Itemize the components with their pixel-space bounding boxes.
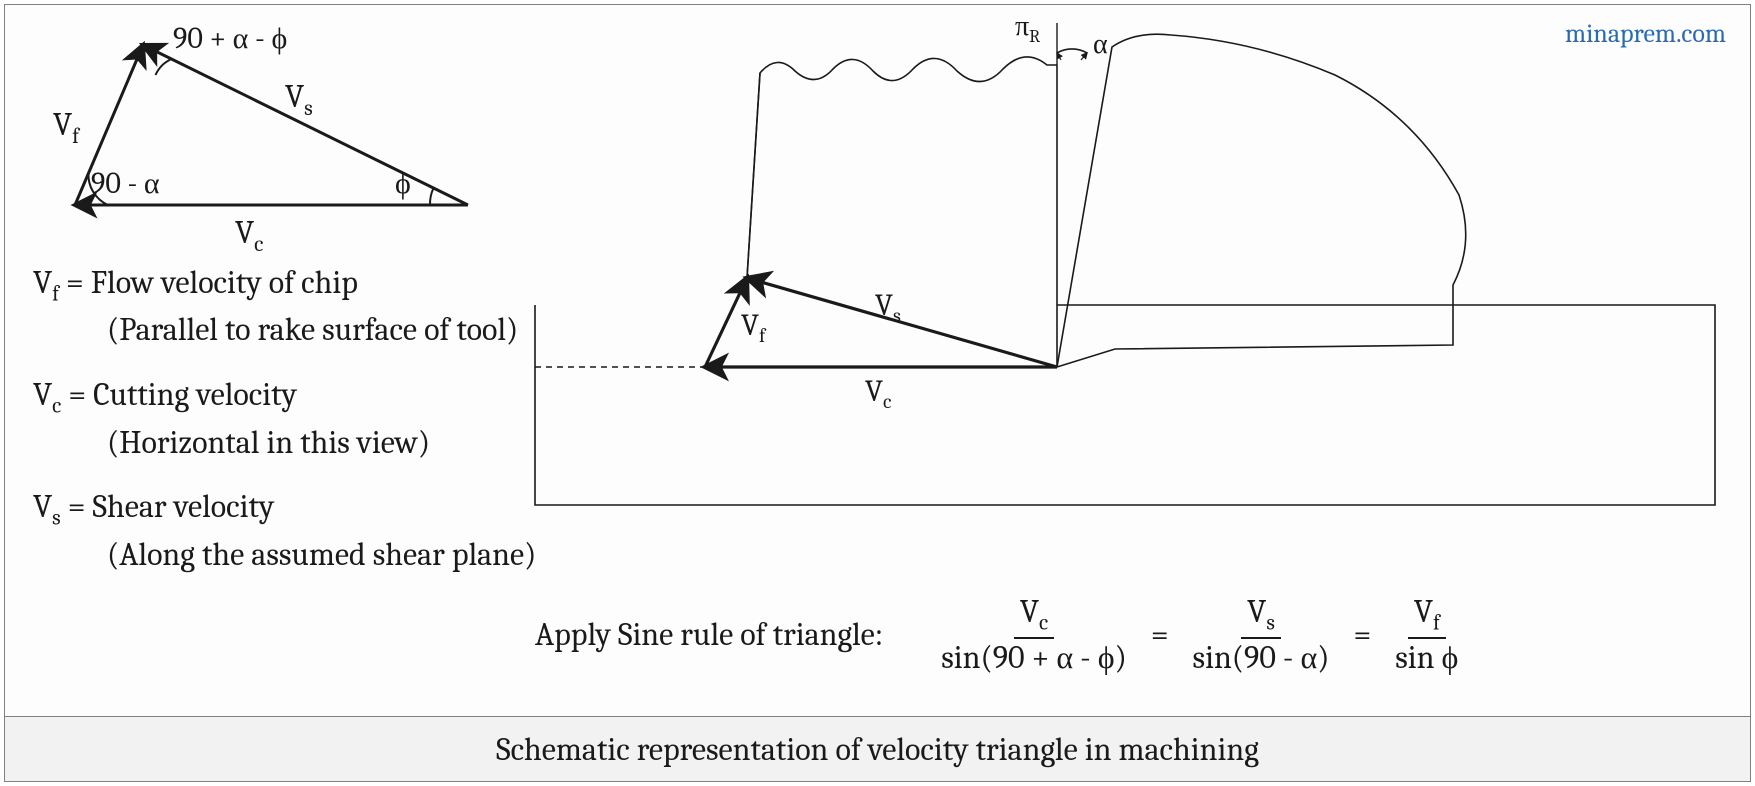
def-vc-paren: (Horizontal in this view)	[107, 425, 536, 462]
equals-2: =	[1353, 616, 1371, 653]
def-vf: Vf = Flow velocity of chip	[33, 265, 536, 306]
equals-1: =	[1151, 616, 1169, 653]
def-vs-paren: (Along the assumed shear plane)	[107, 537, 536, 574]
svg-text:Vc: Vc	[235, 214, 263, 255]
svg-text:Vc: Vc	[865, 374, 891, 413]
svg-text:ϕ: ϕ	[395, 166, 411, 201]
velocity-triangle-svg: 90 + α - ϕ 90 - α ϕ Vf Vs Vc	[15, 15, 535, 255]
figure-caption: Schematic representation of velocity tri…	[496, 731, 1259, 768]
sine-rule-line: Apply Sine rule of triangle: Vc sin(90 +…	[535, 595, 1472, 675]
svg-text:90 - α: 90 - α	[91, 166, 160, 201]
def-vs: Vs = Shear velocity	[33, 489, 536, 530]
frac-vc: Vc sin(90 + α - ϕ)	[935, 595, 1133, 675]
svg-text:Vs: Vs	[285, 78, 313, 121]
svg-text:90 + α - ϕ: 90 + α - ϕ	[173, 21, 287, 56]
def-vf-paren: (Parallel to rake surface of tool)	[107, 312, 536, 349]
def-vs-text: Shear velocity	[92, 488, 274, 525]
sine-rule-label: Apply Sine rule of triangle:	[535, 616, 883, 653]
caption-bar: Schematic representation of velocity tri…	[5, 717, 1750, 781]
svg-text:Vf: Vf	[741, 308, 767, 347]
def-vf-text: Flow velocity of chip	[91, 264, 358, 301]
main-area: minaprem.com 90 + α - ϕ 90 - α ϕ Vf	[5, 5, 1750, 717]
figure-frame: minaprem.com 90 + α - ϕ 90 - α ϕ Vf	[4, 4, 1751, 782]
machining-svg: πR α Vs Vf Vc	[525, 5, 1745, 545]
frac-vf: Vf sin ϕ	[1389, 595, 1464, 675]
frac-vs: Vs sin(90 - α)	[1187, 595, 1336, 675]
svg-text:Vf: Vf	[53, 106, 81, 149]
definitions-block: Vf = Flow velocity of chip (Parallel to …	[33, 265, 536, 602]
svg-text:Vs: Vs	[875, 288, 901, 327]
def-vc-text: Cutting velocity	[93, 376, 297, 413]
svg-text:πR: πR	[1015, 10, 1040, 47]
svg-text:α: α	[1093, 28, 1108, 60]
def-vc: Vc = Cutting velocity	[33, 377, 536, 418]
